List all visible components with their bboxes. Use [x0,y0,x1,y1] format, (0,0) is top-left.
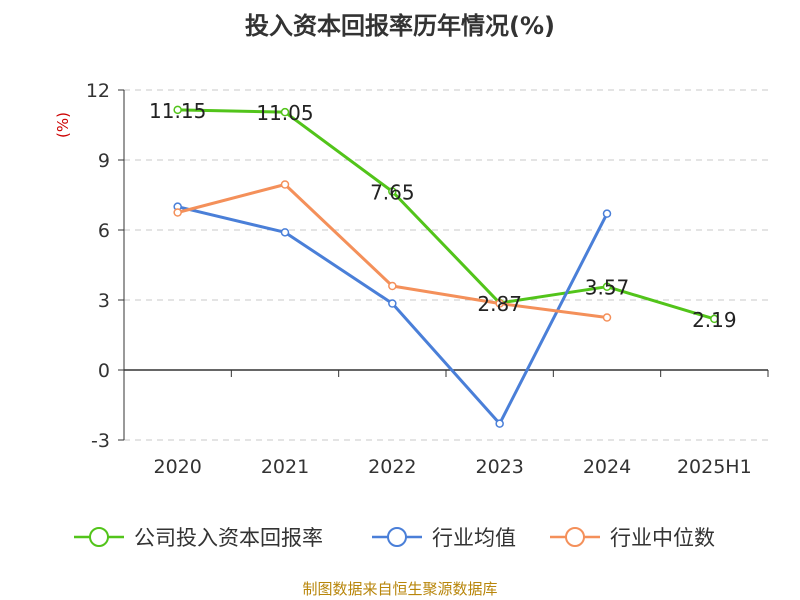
data-point-1-3 [495,419,504,428]
source-note: 制图数据来自恒生聚源数据库 [302,580,498,598]
data-point-0-4 [602,282,612,291]
data-label: 7.65 [370,181,415,205]
y-tick-label: 9 [98,150,110,172]
data-point-1-1 [280,228,290,237]
data-point-2-3 [495,299,504,308]
legend-label: 公司投入资本回报率 [134,526,323,550]
x-tick-label: 2020 [153,456,201,478]
data-point-2-2 [388,281,397,291]
x-tick-label: 2024 [583,456,631,478]
data-point-2-4 [602,313,612,322]
x-tick-label: 2023 [475,456,523,478]
data-label: 11.15 [149,99,206,123]
chart-title: 投入资本回报率历年情况(%) [245,12,555,40]
x-tick-label: 2025H1 [677,456,752,478]
y-tick-label: 0 [98,360,110,382]
series-line-1 [177,205,609,426]
y-tick-label: 6 [98,220,110,242]
data-point-0-2 [388,187,397,196]
legend-marker-0 [89,527,109,547]
data-point-1-4 [602,209,612,218]
data-label: 2.87 [477,292,522,316]
data-point-0-5 [710,314,719,324]
y-axis-label: (%) [54,112,72,138]
data-label: 11.05 [256,101,313,125]
y-tick-label: 3 [98,290,110,312]
x-tick-label: 2021 [261,456,309,478]
data-point-2-1 [280,180,290,189]
data-label: 3.57 [585,276,630,300]
x-tick-label: 2022 [368,456,416,478]
y-tick-label: 12 [86,80,110,102]
y-tick-label: -3 [91,430,110,452]
legend-marker-2 [565,527,585,547]
data-point-1-2 [388,299,397,308]
data-point-0-1 [280,107,290,117]
legend-label: 行业中位数 [610,526,715,550]
data-label: 2.19 [692,308,737,332]
data-point-2-0 [173,208,182,217]
legend-marker-1 [387,527,407,547]
data-point-0-0 [173,105,182,115]
legend-label: 行业均值 [432,526,516,550]
series-line-0 [177,108,715,321]
